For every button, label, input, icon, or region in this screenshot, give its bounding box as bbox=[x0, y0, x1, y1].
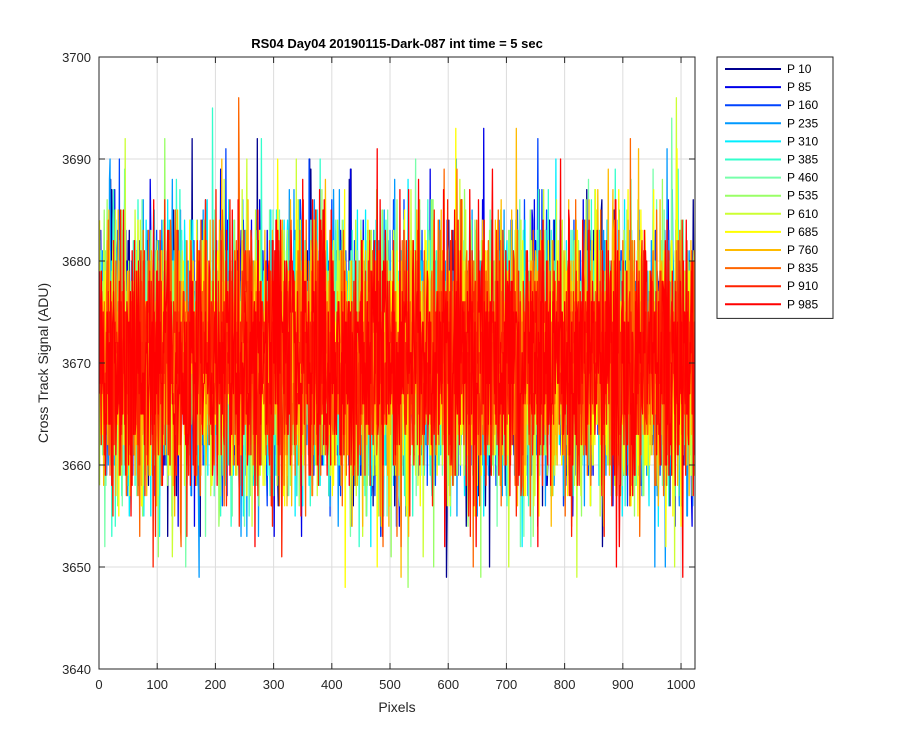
legend-entry-label: P 235 bbox=[787, 116, 818, 130]
y-axis-label: Cross Track Signal (ADU) bbox=[35, 283, 51, 443]
legend-entry-label: P 310 bbox=[787, 134, 818, 148]
x-tick-label: 100 bbox=[146, 677, 168, 692]
x-tick-label: 600 bbox=[437, 677, 459, 692]
ticks: 0 100 200 300 400 500 600 700 800 900 1000 3640 3650… bbox=[62, 50, 695, 692]
y-tick-label: 3700 bbox=[62, 50, 91, 65]
y-tick-label: 3690 bbox=[62, 152, 91, 167]
y-tick-label: 3640 bbox=[62, 662, 91, 677]
legend-entry-label: P 535 bbox=[787, 189, 818, 203]
x-tick-label: 0 bbox=[95, 677, 102, 692]
x-tick-label: 200 bbox=[205, 677, 227, 692]
legend-entry-label: P 385 bbox=[787, 153, 818, 167]
legend-entry-label: P 985 bbox=[787, 297, 818, 311]
x-tick-label: 500 bbox=[379, 677, 401, 692]
y-tick-label: 3680 bbox=[62, 254, 91, 269]
y-tick-label: 3650 bbox=[62, 560, 91, 575]
x-tick-label: 800 bbox=[554, 677, 576, 692]
legend-entry-label: P 10 bbox=[787, 62, 812, 76]
series-line-p985 bbox=[99, 148, 695, 578]
legend-entry-label: P 85 bbox=[787, 80, 812, 94]
x-tick-label: 400 bbox=[321, 677, 343, 692]
legend-entry-label: P 835 bbox=[787, 261, 818, 275]
series-layer bbox=[99, 97, 695, 589]
x-tick-label: 1000 bbox=[667, 677, 696, 692]
x-tick-label: 700 bbox=[496, 677, 518, 692]
legend[interactable]: P 10 P 85 P 160 P 235 P 310 P 385 P 460 P 535 P … bbox=[716, 56, 834, 319]
legend-entry-label: P 685 bbox=[787, 225, 818, 239]
legend-box bbox=[716, 56, 834, 319]
x-axis-label: Pixels bbox=[378, 699, 415, 715]
chart-title: RS04 Day04 20190115-Dark-087 int time = … bbox=[251, 36, 543, 51]
legend-entry-label: P 610 bbox=[787, 207, 818, 221]
legend-entry-label: P 760 bbox=[787, 243, 818, 257]
legend-entry-label: P 160 bbox=[787, 98, 818, 112]
y-tick-label: 3670 bbox=[62, 356, 91, 371]
legend-entry-label: P 910 bbox=[787, 279, 818, 293]
legend-entry-label: P 460 bbox=[787, 171, 818, 185]
y-tick-label: 3660 bbox=[62, 458, 91, 473]
x-tick-label: 900 bbox=[612, 677, 634, 692]
x-tick-label: 300 bbox=[263, 677, 285, 692]
